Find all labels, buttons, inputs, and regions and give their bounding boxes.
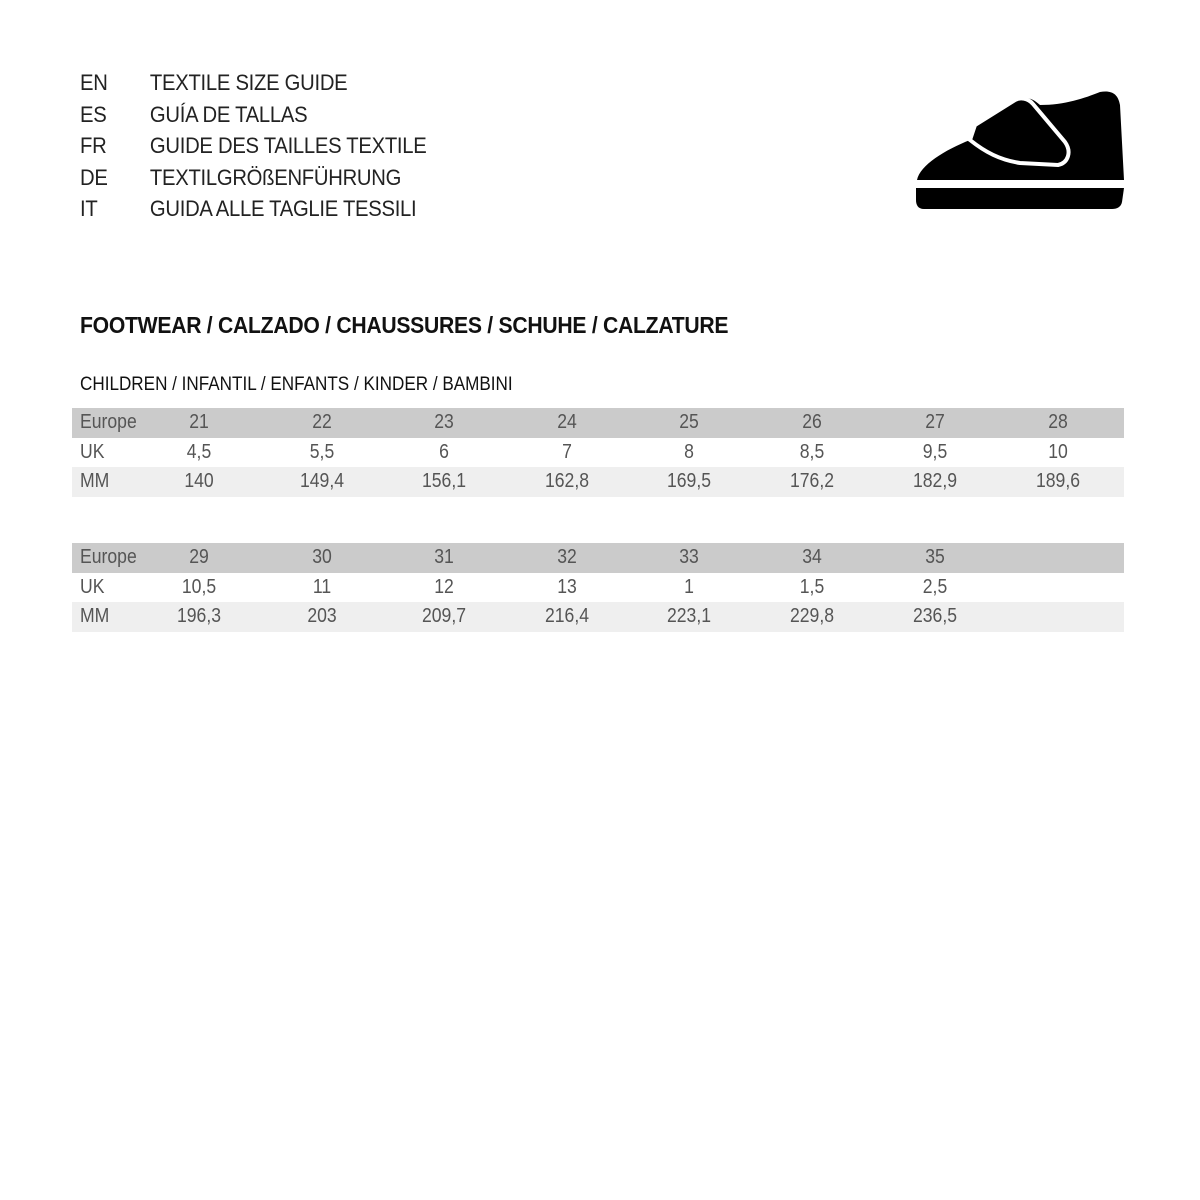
table-cell: 162,8 [544, 470, 590, 492]
table-cell: 2,5 [922, 575, 948, 598]
table-cell: 1 [684, 575, 694, 598]
table-cell: 13 [557, 575, 577, 598]
row-label: UK [80, 575, 105, 598]
table-cell: 10 [1048, 440, 1068, 463]
guide-title-it: IT GUIDA ALLE TAGLIE TESSILI [80, 196, 417, 222]
table-cell: 156,1 [421, 470, 467, 492]
language-code: EN [80, 70, 108, 95]
table-cell: 182,9 [912, 470, 958, 492]
table-cell: 22 [312, 411, 332, 433]
table-cell: 10,5 [181, 575, 217, 598]
table-cell: 25 [679, 411, 699, 433]
guide-title-text: GUIDE DES TAILLES TEXTILE [149, 133, 427, 158]
language-code: ES [80, 102, 107, 127]
guide-title-de: DE TEXTILGRÖßENFÜHRUNG [80, 165, 401, 191]
table-cell: 140 [184, 470, 214, 492]
table-cell: 176,2 [789, 470, 835, 492]
table-cell: 28 [1048, 411, 1068, 433]
section-title: FOOTWEAR / CALZADO / CHAUSSURES / SCHUHE… [80, 312, 729, 338]
table-cell: 203 [307, 605, 337, 627]
table-cell: 216,4 [544, 605, 590, 627]
table-cell: 189,6 [1035, 470, 1081, 492]
table-row-uk: UK 10,5 11 12 13 1 1,5 2,5 [72, 573, 1124, 603]
table-cell: 23 [434, 411, 454, 433]
table-cell: 34 [802, 546, 822, 568]
guide-title-text: GUÍA DE TALLAS [149, 102, 308, 127]
table-cell: 196,3 [176, 605, 222, 627]
table-cell: 209,7 [421, 605, 467, 627]
table-cell: 31 [434, 546, 454, 568]
guide-title-es: ES GUÍA DE TALLAS [80, 102, 308, 128]
language-code: FR [80, 133, 107, 158]
row-label: MM [80, 470, 110, 492]
table-cell: 223,1 [666, 605, 712, 627]
table-cell: 11 [312, 575, 332, 598]
table-cell: 8,5 [799, 440, 825, 463]
language-code: DE [80, 165, 108, 190]
table-cell: 30 [312, 546, 332, 568]
table-row-europe: Europe 29 30 31 32 33 34 35 [72, 543, 1124, 573]
sub-title: CHILDREN / INFANTIL / ENFANTS / KINDER /… [80, 374, 513, 395]
language-code: IT [80, 196, 98, 221]
table-cell: 4,5 [186, 440, 212, 463]
row-label: UK [80, 440, 105, 463]
guide-title-text: GUIDA ALLE TAGLIE TESSILI [149, 196, 417, 221]
table-cell: 6 [439, 440, 449, 463]
guide-title-fr: FR GUIDE DES TAILLES TEXTILE [80, 133, 427, 159]
guide-title-en: EN TEXTILE SIZE GUIDE [80, 70, 348, 96]
table-cell: 169,5 [666, 470, 712, 492]
row-label: Europe [80, 546, 137, 568]
row-label: Europe [80, 411, 137, 433]
table-cell: 27 [925, 411, 945, 433]
table-cell: 236,5 [912, 605, 958, 627]
table-cell: 32 [557, 546, 577, 568]
row-label: MM [80, 605, 110, 627]
table-cell: 5,5 [309, 440, 335, 463]
children-velcro-shoe-icon [916, 91, 1124, 209]
table-row-mm: MM 140 149,4 156,1 162,8 169,5 176,2 182,9 189,6 [72, 467, 1124, 497]
table-cell: 26 [802, 411, 822, 433]
table-cell: 33 [679, 546, 699, 568]
table-cell: 7 [562, 440, 572, 463]
table-cell: 229,8 [789, 605, 835, 627]
table-cell: 8 [684, 440, 694, 463]
table-row-uk: UK 4,5 5,5 6 7 8 8,5 9,5 10 [72, 438, 1124, 468]
table-cell: 24 [557, 411, 577, 433]
table-cell: 35 [925, 546, 945, 568]
table-cell: 1,5 [799, 575, 825, 598]
guide-title-text: TEXTILGRÖßENFÜHRUNG [149, 165, 402, 190]
table-cell: 9,5 [922, 440, 948, 463]
table-cell: 149,4 [299, 470, 345, 492]
guide-title-text: TEXTILE SIZE GUIDE [149, 70, 348, 95]
size-table-1: Europe 21 22 23 24 25 26 27 28 UK 4,5 5,5 6 7 8 8,5 9,5 1… [72, 408, 1124, 497]
table-cell: 21 [189, 411, 209, 433]
table-row-mm: MM 196,3 203 209,7 216,4 223,1 229,8 236,5 [72, 602, 1124, 632]
table-cell: 12 [434, 575, 454, 598]
size-table-2: Europe 29 30 31 32 33 34 35 UK 10,5 11 12 13 1 1,5 2,5 M… [72, 543, 1124, 632]
table-row-europe: Europe 21 22 23 24 25 26 27 28 [72, 408, 1124, 438]
table-cell: 29 [189, 546, 209, 568]
